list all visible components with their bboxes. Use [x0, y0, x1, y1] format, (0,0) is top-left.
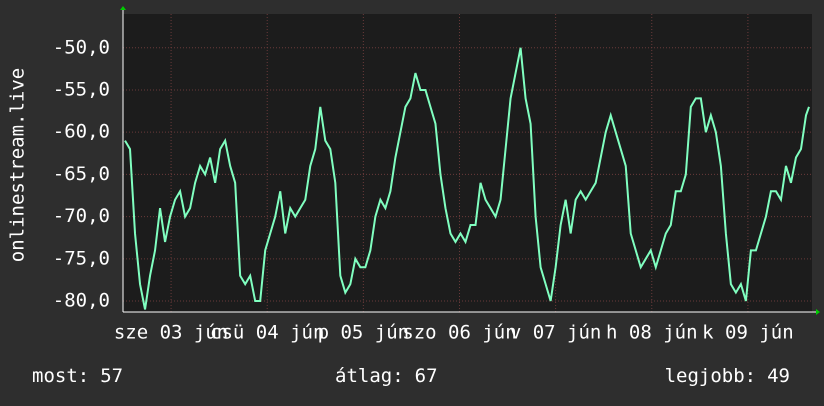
stat-value: 57 [100, 365, 123, 387]
stat-label: most: [32, 365, 89, 387]
stat-label: legjobb: [665, 365, 757, 387]
y-tick-label: -55,0 [53, 78, 110, 100]
y-tick-label: -65,0 [53, 163, 110, 185]
y-axis-label: onlinestream.live [7, 68, 29, 262]
axis-arrow [816, 309, 820, 315]
stat-value: 67 [415, 365, 438, 387]
y-tick-label: -80,0 [53, 290, 110, 312]
x-tick-label: h 08 jún [606, 322, 698, 344]
axis-arrow [120, 6, 126, 10]
data-line [124, 47, 810, 310]
y-tick-label: -50,0 [53, 36, 110, 58]
y-tick-label: -75,0 [53, 247, 110, 269]
x-tick-label: k 09 jún [702, 322, 794, 344]
x-tick-label: p 05 jún [318, 322, 410, 344]
stat-label: átlag: [335, 365, 404, 387]
stat: legjobb: 49 [665, 365, 790, 387]
stat: most: 57 [32, 365, 123, 387]
x-tick-label: szo 06 jún [402, 322, 516, 344]
stat-value: 49 [767, 365, 790, 387]
y-tick-label: -70,0 [53, 205, 110, 227]
y-tick-label: -60,0 [53, 121, 110, 143]
x-tick-label: v 07 jún [510, 322, 602, 344]
x-tick-label: csü 04 jún [210, 322, 324, 344]
stat: átlag: 67 [335, 365, 438, 387]
plot-area [123, 14, 812, 312]
x-tick-label: sze 03 jún [114, 322, 228, 344]
